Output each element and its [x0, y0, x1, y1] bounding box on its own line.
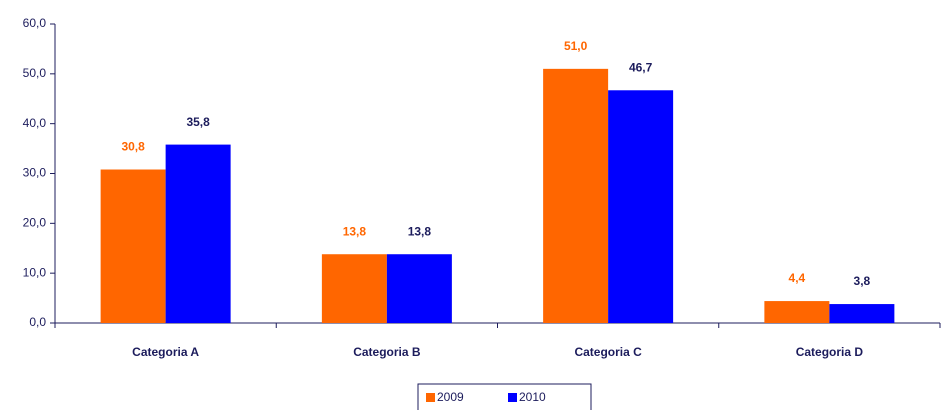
x-tick-label: Categoria C — [574, 345, 642, 359]
y-tick-label: 10,0 — [23, 265, 47, 279]
y-tick-label: 60,0 — [23, 16, 47, 30]
value-label: 35,8 — [186, 115, 210, 129]
value-label: 46,7 — [629, 60, 653, 74]
legend-swatch — [426, 393, 435, 402]
y-tick-label: 30,0 — [23, 166, 47, 180]
x-tick-label: Categoria B — [353, 345, 421, 359]
x-tick-label: Categoria A — [132, 345, 199, 359]
value-label: 4,4 — [789, 271, 806, 285]
y-tick-label: 20,0 — [23, 216, 47, 230]
legend-swatch — [508, 393, 517, 402]
y-tick-label: 50,0 — [23, 66, 47, 80]
bar — [543, 68, 609, 323]
value-label: 51,0 — [564, 39, 588, 53]
bar — [764, 301, 830, 323]
bar — [386, 254, 452, 323]
y-tick-label: 40,0 — [23, 116, 47, 130]
value-label: 13,8 — [343, 224, 367, 238]
bar — [321, 254, 387, 323]
bar — [165, 144, 231, 323]
legend-box — [417, 383, 592, 410]
x-tick-label: Categoria D — [796, 345, 864, 359]
legend-label: 2010 — [519, 390, 546, 404]
bar — [100, 169, 166, 323]
bar — [608, 90, 674, 323]
legend-label: 2009 — [437, 390, 464, 404]
value-label: 13,8 — [408, 224, 432, 238]
y-tick-label: 0,0 — [29, 315, 46, 329]
bar — [829, 304, 895, 323]
value-label: 30,8 — [121, 140, 145, 154]
value-label: 3,8 — [854, 274, 871, 288]
